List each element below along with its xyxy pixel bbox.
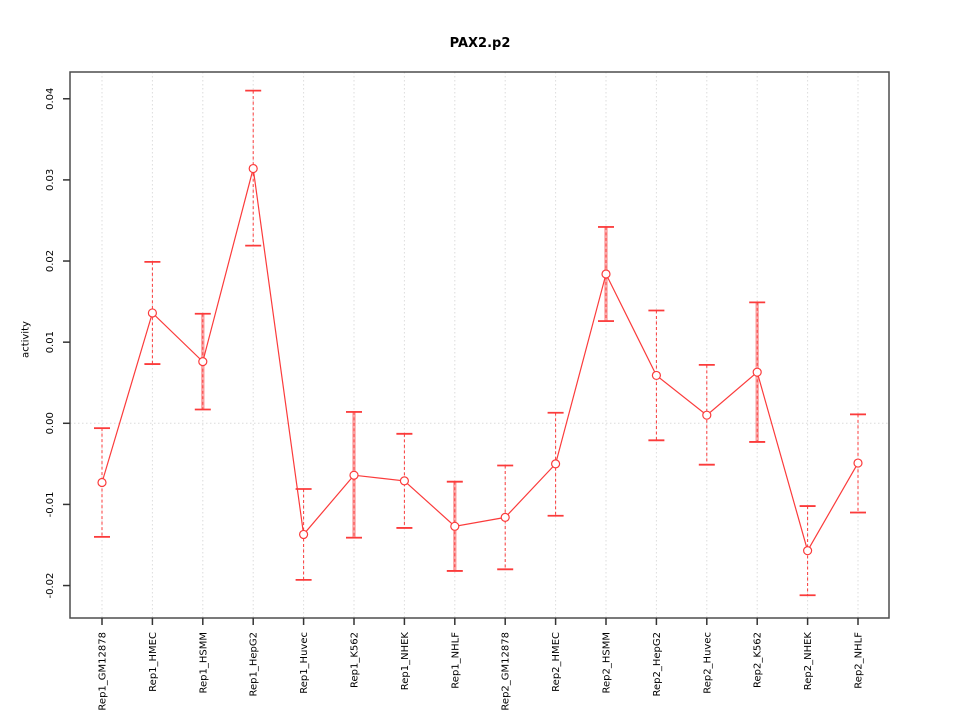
x-category-label: Rep2_K562: [753, 632, 764, 688]
data-point-marker: [702, 410, 712, 420]
y-tick-label: 0.01: [45, 331, 56, 353]
data-point-marker: [853, 458, 863, 468]
x-category-label: Rep2_HepG2: [652, 632, 663, 697]
x-category-label: Rep1_Huvec: [299, 632, 310, 694]
x-category-label: Rep2_NHLF: [854, 632, 865, 689]
series-line: [101, 168, 859, 553]
data-point-marker: [97, 477, 107, 488]
y-tick-label: 0.00: [45, 412, 56, 434]
x-category-label: Rep1_K562: [350, 632, 361, 688]
x-category-label: Rep2_GM12878: [501, 632, 512, 711]
x-category-label: Rep2_HMEC: [551, 632, 562, 692]
data-point-marker: [299, 529, 309, 540]
y-tick-label: 0.04: [45, 88, 56, 110]
x-category-label: Rep1_HepG2: [249, 632, 260, 697]
y-tick-label: -0.02: [45, 573, 56, 599]
data-point-marker: [198, 357, 208, 367]
x-category-label: Rep1_NHEK: [400, 632, 411, 691]
data-point-marker: [651, 370, 662, 381]
x-category-label: Rep1_NHLF: [450, 632, 461, 689]
data-point-marker: [450, 521, 460, 531]
data-point-marker: [248, 163, 258, 174]
data-point-marker: [147, 308, 157, 318]
x-category-label: Rep2_NHEK: [803, 632, 814, 691]
x-category-label: Rep1_HMEC: [148, 632, 159, 692]
y-tick-label: -0.01: [45, 491, 56, 517]
data-point-marker: [550, 459, 561, 469]
data-point-marker: [399, 476, 409, 486]
y-tick-label: 0.03: [45, 169, 56, 191]
data-point-marker: [500, 512, 510, 522]
x-category-label: Rep1_GM12878: [98, 632, 109, 711]
chart-title: PAX2.p2: [449, 36, 511, 51]
y-tick-label: 0.02: [45, 250, 56, 272]
data-point-marker: [601, 269, 611, 279]
data-point-marker: [802, 546, 813, 556]
x-category-label: Rep2_HSMM: [602, 632, 613, 693]
data-point-marker: [752, 367, 762, 377]
plot-border: [69, 71, 890, 619]
x-category-label: Rep1_HSMM: [198, 632, 209, 693]
data-point-marker: [349, 470, 359, 480]
x-category-label: Rep2_Huvec: [702, 632, 713, 694]
